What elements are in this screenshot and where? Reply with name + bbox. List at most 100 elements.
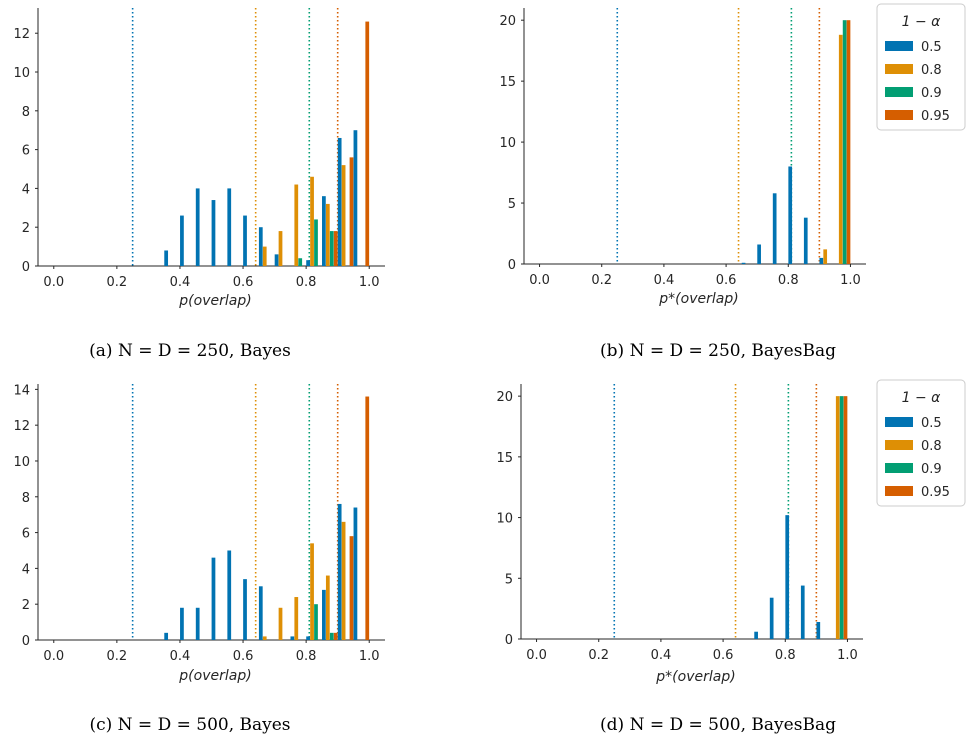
bar	[306, 636, 310, 640]
bar	[195, 188, 200, 266]
y-tick-label: 4	[22, 182, 30, 197]
x-axis-label: p*(overlap)	[655, 669, 735, 685]
bar	[211, 557, 216, 640]
x-tick-label: 0.4	[170, 275, 191, 290]
bar	[211, 200, 216, 266]
y-tick-label: 12	[13, 419, 30, 434]
bar	[835, 396, 840, 639]
bar	[294, 184, 299, 266]
bar	[788, 166, 793, 264]
subfigure-caption: (c) N = D = 500, Bayes	[89, 715, 290, 735]
y-tick-label: 20	[496, 390, 513, 405]
legend-swatch	[885, 64, 913, 74]
x-tick-label: 0.2	[591, 273, 612, 288]
bar	[314, 604, 318, 640]
bar	[325, 203, 330, 266]
x-tick-label: 0.6	[233, 649, 254, 664]
y-tick-label: 0	[505, 633, 513, 648]
bar	[164, 250, 169, 266]
bar	[322, 589, 326, 640]
legend: 1 − α 0.5 0.8 0.9 0.95	[876, 379, 966, 507]
bar	[365, 396, 370, 640]
x-tick-label: 0.0	[43, 275, 64, 290]
y-tick-label: 20	[499, 14, 516, 29]
x-tick-label: 1.0	[359, 275, 380, 290]
legend-entry: 0.9	[921, 462, 942, 477]
legend-entry: 0.95	[921, 485, 950, 500]
chart-panel-a: 0 2 4 6 8 10 12 0.0 0.2 0.4 0.6 0.8 1.0 p(overlap) (a)…	[13, 8, 385, 361]
bar	[365, 21, 370, 266]
bar	[772, 193, 777, 264]
legend-title: 1 − α	[902, 390, 942, 406]
legend-swatch	[885, 440, 913, 450]
x-tick-label: 1.0	[837, 648, 858, 663]
legend-swatch	[885, 486, 913, 496]
bar	[337, 503, 342, 640]
chart-panel-b: 0 5 10 15 20 0.0 0.2 0.4 0.6 0.8 1.0 p*(overlap) (b)…	[499, 3, 966, 361]
subfigure-caption: (b) N = D = 250, BayesBag	[600, 341, 836, 361]
x-tick-label: 0.4	[170, 649, 191, 664]
y-tick-label: 6	[22, 144, 30, 159]
x-tick-label: 0.0	[529, 273, 550, 288]
y-tick-label: 0	[22, 634, 30, 649]
x-tick-label: 0.4	[651, 648, 672, 663]
x-tick-label: 0.0	[43, 649, 64, 664]
bar	[839, 396, 844, 639]
x-tick-label: 0.4	[654, 273, 675, 288]
legend-swatch	[885, 87, 913, 97]
x-tick-label: 1.0	[840, 273, 861, 288]
x-tick-label: 0.2	[107, 649, 128, 664]
x-tick-label: 0.0	[526, 648, 547, 663]
x-tick-label: 0.6	[233, 275, 254, 290]
legend-frame	[876, 3, 966, 131]
x-tick-label: 0.8	[296, 275, 317, 290]
bar	[310, 176, 314, 266]
chart-panel-c: 0 2 4 6 8 10 12 14 0.0 0.2 0.4 0.6 0.8 1.0 p(overlap) (…	[13, 383, 385, 735]
y-tick-label: 8	[22, 491, 30, 506]
bar	[349, 157, 354, 266]
subfigure-caption: (d) N = D = 500, BayesBag	[600, 715, 836, 735]
bar	[341, 521, 346, 640]
x-axis-label: p(overlap)	[178, 293, 251, 309]
x-tick-label: 0.2	[107, 275, 128, 290]
x-axis-label: p*(overlap)	[658, 291, 738, 307]
bar	[180, 607, 184, 640]
bar	[816, 622, 821, 639]
bar	[329, 632, 334, 640]
legend-entry: 0.8	[921, 439, 942, 454]
legend-entry: 0.95	[921, 109, 950, 124]
bar	[243, 215, 247, 266]
bar	[333, 231, 338, 266]
bar	[846, 20, 851, 264]
bar	[258, 227, 263, 266]
bar	[337, 137, 342, 266]
x-axis-label: p(overlap)	[178, 668, 251, 684]
x-tick-label: 0.8	[778, 273, 799, 288]
legend-swatch	[885, 417, 913, 427]
bar	[741, 262, 746, 264]
legend: 1 − α 0.5 0.8 0.9 0.95	[876, 3, 966, 131]
bar	[290, 636, 295, 640]
y-tick-label: 8	[22, 105, 30, 120]
bar	[180, 215, 184, 266]
x-tick-label: 0.2	[588, 648, 609, 663]
y-tick-label: 5	[505, 572, 513, 587]
x-tick-label: 0.6	[716, 273, 737, 288]
bar	[823, 249, 828, 264]
bar	[195, 607, 200, 640]
bar	[306, 260, 310, 266]
y-tick-label: 0	[22, 260, 30, 275]
bar	[803, 217, 808, 264]
bar	[164, 632, 169, 640]
bar	[227, 550, 232, 640]
bar	[843, 396, 848, 639]
bar	[227, 188, 232, 266]
bar	[262, 246, 267, 266]
y-tick-label: 2	[22, 221, 30, 236]
x-tick-label: 0.8	[775, 648, 796, 663]
bar	[842, 20, 847, 264]
legend-frame	[876, 379, 966, 507]
y-tick-label: 6	[22, 527, 30, 542]
bar	[294, 597, 299, 640]
